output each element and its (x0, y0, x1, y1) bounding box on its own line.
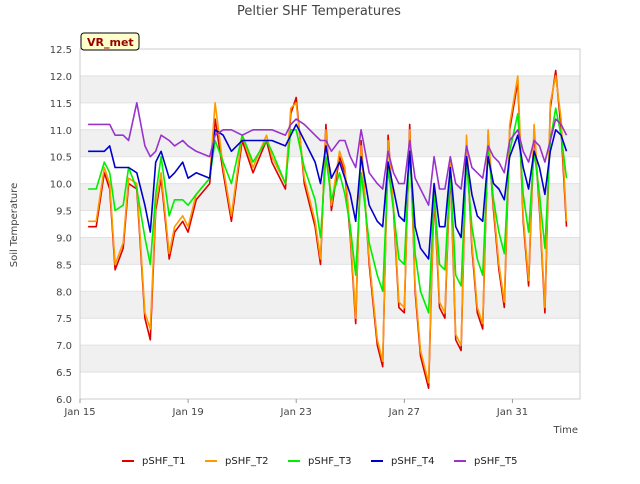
legend-label: pSHF_T3 (308, 456, 351, 467)
legend-item-pSHF_T2: pSHF_T2 (205, 456, 268, 467)
y-axis-label: Soil Temperature (9, 183, 20, 268)
legend-label: pSHF_T2 (225, 456, 268, 467)
y-tick-label: 8.0 (56, 287, 72, 298)
series-lines (88, 69, 568, 390)
background-band (80, 345, 580, 373)
x-axis-ticks: Jan 15 Jan 19 Jan 23 Jan 27 Jan 31 (63, 399, 528, 418)
legend-label: pSHF_T1 (142, 456, 185, 467)
chart-title: Peltier SHF Temperatures (237, 4, 401, 19)
background-band (80, 75, 580, 103)
background-band (80, 291, 580, 319)
site-badge-box (80, 32, 140, 51)
legend-item-pSHF_T5: pSHF_T5 (454, 456, 517, 467)
plot-frame (79, 48, 581, 400)
y-tick-label: 11.0 (50, 126, 72, 137)
y-tick-label: 7.5 (56, 314, 72, 325)
y-tick-label: 8.5 (56, 260, 72, 271)
y-tick-label: 10.5 (50, 153, 72, 164)
y-tick-label: 6.5 (56, 368, 72, 379)
legend-label: pSHF_T5 (474, 456, 517, 467)
y-tick-label: 9.5 (56, 207, 72, 218)
x-tick-label: Jan 19 (171, 407, 203, 418)
x-axis-label: Time (553, 425, 578, 436)
x-tick-label: Jan 23 (280, 407, 312, 418)
y-axis-ticks: 6.0 6.5 7.0 7.5 8.0 8.5 9.0 9.5 10.0 10.5 11.0 11.5… (50, 45, 72, 406)
y-tick-label: 10.0 (50, 180, 72, 191)
y-tick-label: 9.0 (56, 233, 72, 244)
y-tick-label: 7.0 (56, 341, 72, 352)
series-line-pSHF_T3 (88, 107, 568, 314)
site-badge: VR_met (80, 32, 140, 51)
y-tick-label: 11.5 (50, 99, 72, 110)
x-tick-label: Jan 15 (63, 407, 95, 418)
y-tick-label: 12.5 (50, 45, 72, 56)
legend-label: pSHF_T4 (391, 456, 434, 467)
series-line-pSHF_T5 (88, 102, 568, 206)
y-tick-label: 12.0 (50, 72, 72, 83)
legend-item-pSHF_T4: pSHF_T4 (371, 456, 434, 467)
legend-item-pSHF_T1: pSHF_T1 (122, 456, 185, 467)
legend-item-pSHF_T3: pSHF_T3 (288, 456, 351, 467)
legend: pSHF_T1 pSHF_T2 pSHF_T3 pSHF_T4 pSHF_T5 (122, 456, 517, 467)
x-tick-label: Jan 31 (496, 407, 528, 418)
y-tick-label: 6.0 (56, 395, 72, 406)
series-line-pSHF_T1 (88, 69, 568, 390)
x-tick-label: Jan 27 (388, 407, 420, 418)
background-band (80, 129, 580, 157)
series-line-pSHF_T4 (88, 123, 568, 260)
site-badge-label: VR_met (87, 36, 134, 49)
